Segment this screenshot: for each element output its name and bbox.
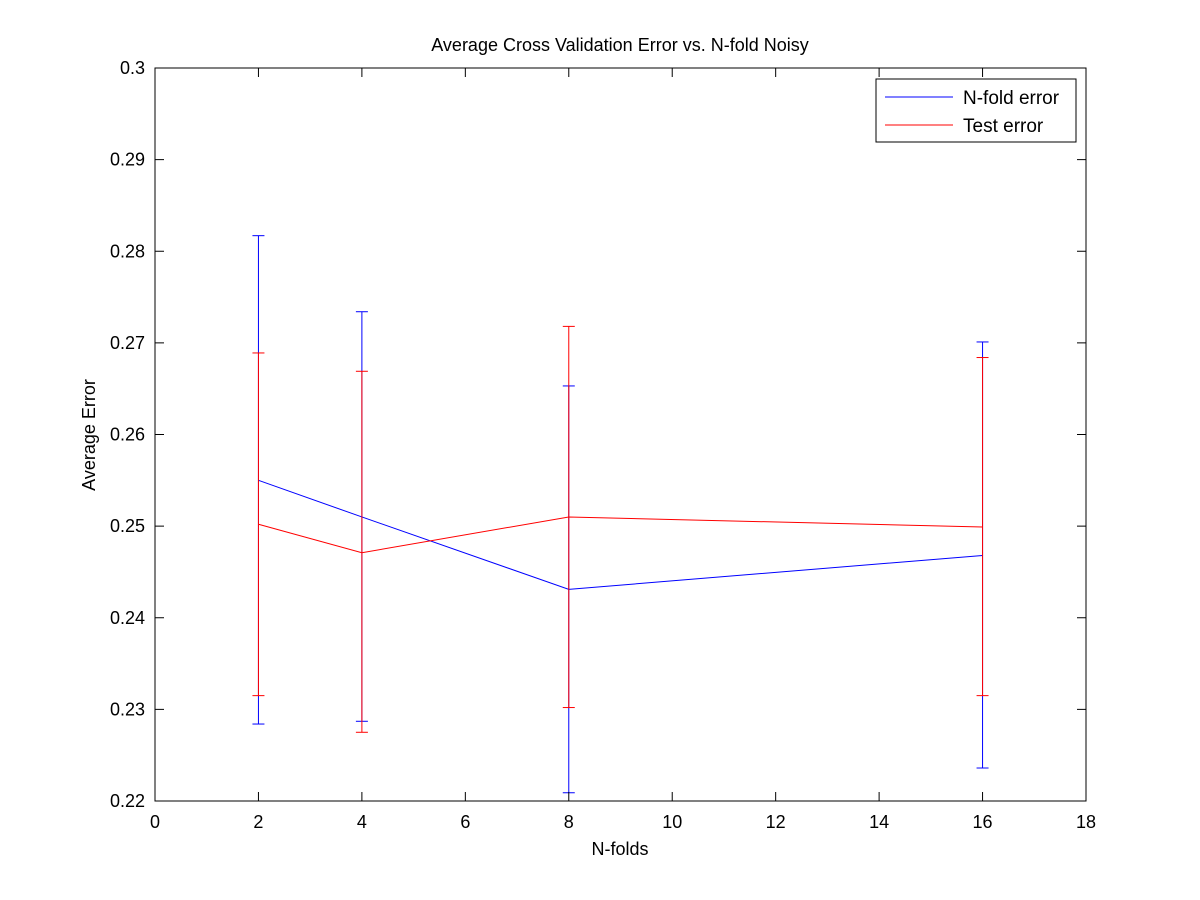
x-tick-label: 12: [766, 812, 786, 832]
x-axis-label: N-folds: [591, 839, 648, 859]
x-tick-label: 6: [460, 812, 470, 832]
x-tick-label: 10: [662, 812, 682, 832]
legend-label-n-fold-error: N-fold error: [963, 88, 1060, 109]
y-tick-label: 0.3: [120, 58, 145, 78]
y-tick-label: 0.23: [110, 699, 145, 719]
y-tick-label: 0.24: [110, 608, 145, 628]
series-test-error: [252, 325, 989, 733]
y-tick-label: 0.25: [110, 516, 145, 536]
y-tick-label: 0.27: [110, 333, 145, 353]
y-tick-label: 0.22: [110, 791, 145, 811]
line-test-error: [258, 516, 983, 554]
y-tick-label: 0.28: [110, 241, 145, 261]
y-tick-label: 0.26: [110, 425, 145, 445]
x-tick-label: 0: [150, 812, 160, 832]
x-tick-label: 8: [564, 812, 574, 832]
y-axis-label: Average Error: [79, 379, 99, 491]
legend: N-fold error Test error: [875, 78, 1077, 143]
y-tick-label: 0.29: [110, 150, 145, 170]
legend-box: [875, 78, 1077, 143]
line-n-fold-error: [258, 479, 983, 590]
x-tick-label: 16: [973, 812, 993, 832]
x-tick-label: 4: [357, 812, 367, 832]
series-layer: [252, 235, 989, 794]
plot-area: [154, 67, 1087, 802]
ticks-layer: 0 2 4 6 8 10 12 14 16 18 0.22 0.23 0.24 0.25 0.26 0.27 0…: [110, 58, 1096, 832]
x-tick-label: 14: [869, 812, 889, 832]
legend-label-test-error: Test error: [963, 116, 1044, 137]
x-tick-label: 18: [1076, 812, 1096, 832]
x-tick-label: 2: [253, 812, 263, 832]
chart-title: Average Cross Validation Error vs. N-fol…: [431, 35, 808, 55]
